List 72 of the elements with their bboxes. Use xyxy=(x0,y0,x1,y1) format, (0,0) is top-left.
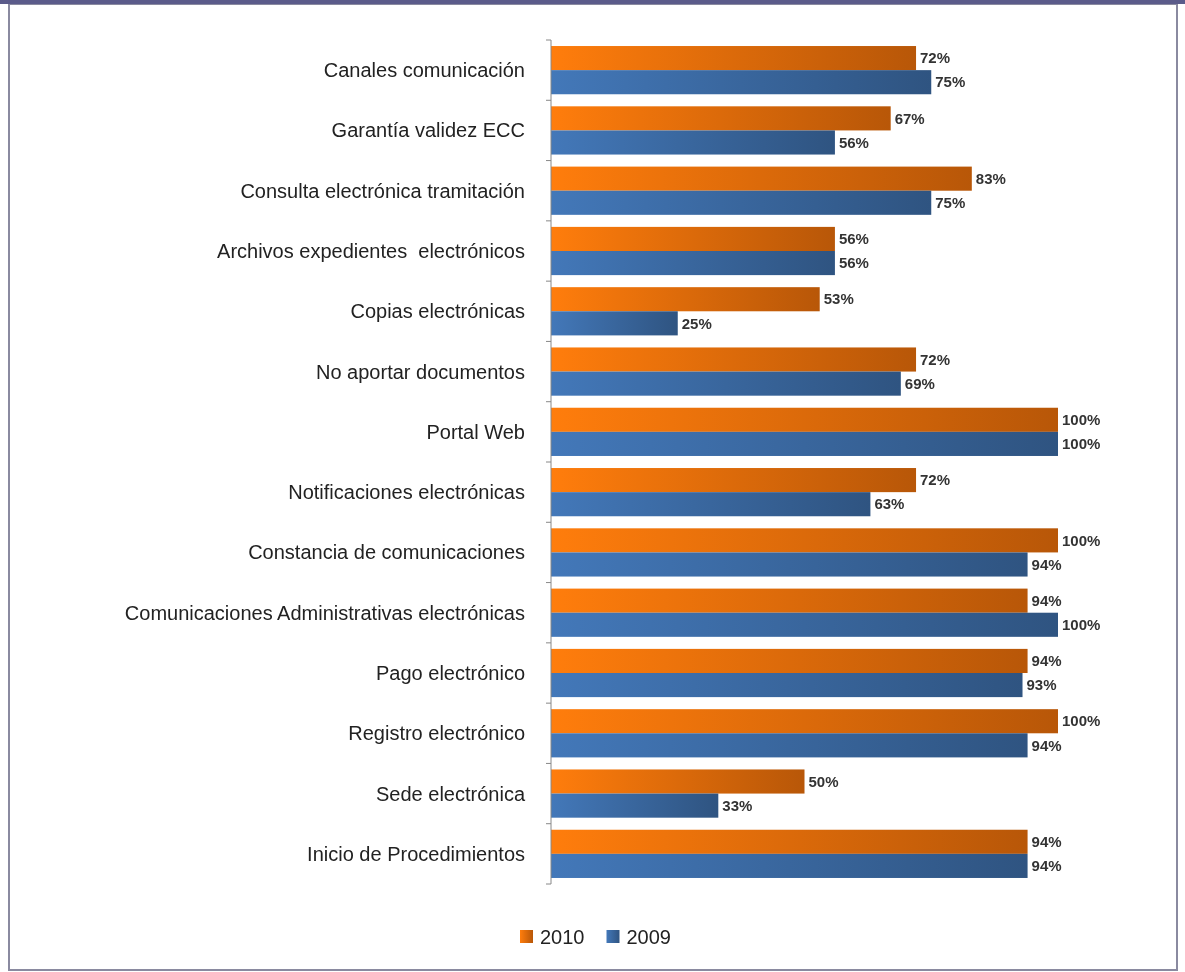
legend-label: 2009 xyxy=(626,926,671,948)
bar xyxy=(551,769,805,794)
y-tick-label: Portal Web xyxy=(426,420,525,443)
y-tick-label: Comunicaciones Administrativas electrónicas xyxy=(124,601,525,624)
data-label: 100% xyxy=(1062,531,1101,549)
data-label: 94% xyxy=(1031,652,1062,670)
y-tick-label: Notificaciones electrónicas xyxy=(288,481,525,504)
data-label: 72% xyxy=(920,350,951,368)
bar xyxy=(551,733,1028,758)
bar xyxy=(551,70,932,95)
data-label: 72% xyxy=(920,471,951,489)
data-label: 56% xyxy=(838,230,869,248)
bar xyxy=(551,371,901,396)
bar xyxy=(551,347,917,372)
bar xyxy=(551,251,835,276)
data-label: 94% xyxy=(1031,833,1062,851)
bar xyxy=(551,552,1028,577)
bar xyxy=(551,793,719,818)
y-tick-label: Inicio de Procedimientos xyxy=(307,842,525,865)
data-label: 100% xyxy=(1062,616,1101,634)
legend-label: 2010 xyxy=(540,926,585,948)
data-label: 94% xyxy=(1031,555,1062,573)
data-label: 33% xyxy=(722,796,753,814)
data-label: 72% xyxy=(920,49,951,67)
bar xyxy=(551,829,1028,854)
data-label: 100% xyxy=(1062,712,1101,730)
bar xyxy=(551,431,1058,456)
data-label: 69% xyxy=(904,374,935,392)
bar xyxy=(551,492,871,517)
bar xyxy=(551,612,1058,637)
data-label: 75% xyxy=(935,73,966,91)
y-tick-label: Consulta electrónica tramitación xyxy=(240,179,525,202)
data-label: 25% xyxy=(681,314,712,332)
y-tick-label: Copias electrónicas xyxy=(350,300,525,323)
data-label: 83% xyxy=(975,169,1006,187)
bar xyxy=(551,106,891,131)
y-tick-label: Canales comunicación xyxy=(323,59,525,82)
y-tick-label: No aportar documentos xyxy=(315,360,525,383)
bar xyxy=(551,588,1028,613)
data-label: 94% xyxy=(1031,591,1062,609)
y-tick-label: Constancia de comunicaciones xyxy=(248,541,525,564)
bar xyxy=(551,190,932,215)
y-tick-label: Archivos expedientes electrónicos xyxy=(217,240,525,262)
bar xyxy=(551,407,1058,432)
bar xyxy=(551,853,1028,878)
data-label: 50% xyxy=(808,772,839,790)
bar xyxy=(551,287,820,312)
bar xyxy=(551,166,972,191)
data-label: 75% xyxy=(935,194,966,212)
data-label: 94% xyxy=(1031,857,1062,875)
data-label: 100% xyxy=(1062,411,1101,429)
bar xyxy=(551,311,678,336)
data-label: 93% xyxy=(1026,676,1057,694)
bar xyxy=(551,528,1058,553)
bar xyxy=(551,673,1023,698)
y-tick-label: Registro electrónico xyxy=(348,722,525,745)
bar xyxy=(551,468,917,493)
y-tick-label: Garantía validez ECC xyxy=(331,119,525,142)
data-label: 53% xyxy=(823,290,854,308)
data-label: 56% xyxy=(838,254,869,272)
data-label: 56% xyxy=(838,133,869,151)
bar xyxy=(551,709,1058,734)
data-label: 63% xyxy=(874,495,905,513)
y-tick-label: Sede electrónica xyxy=(376,782,526,805)
data-label: 100% xyxy=(1062,435,1101,453)
y-tick-label: Pago electrónico xyxy=(376,662,525,684)
data-label: 94% xyxy=(1031,736,1062,754)
bar xyxy=(551,226,835,251)
data-label: 67% xyxy=(894,109,925,127)
bar xyxy=(551,46,917,71)
bar xyxy=(551,130,835,155)
bar xyxy=(551,648,1028,673)
